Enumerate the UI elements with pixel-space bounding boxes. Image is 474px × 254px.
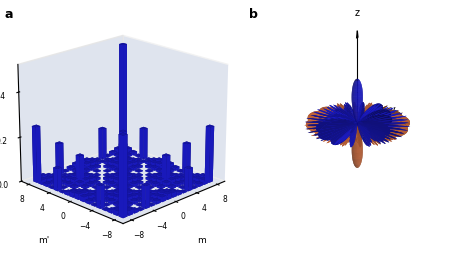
X-axis label: m: m [198, 235, 206, 245]
Text: a: a [5, 8, 13, 21]
Y-axis label: m': m' [38, 235, 50, 245]
Text: b: b [249, 8, 258, 21]
